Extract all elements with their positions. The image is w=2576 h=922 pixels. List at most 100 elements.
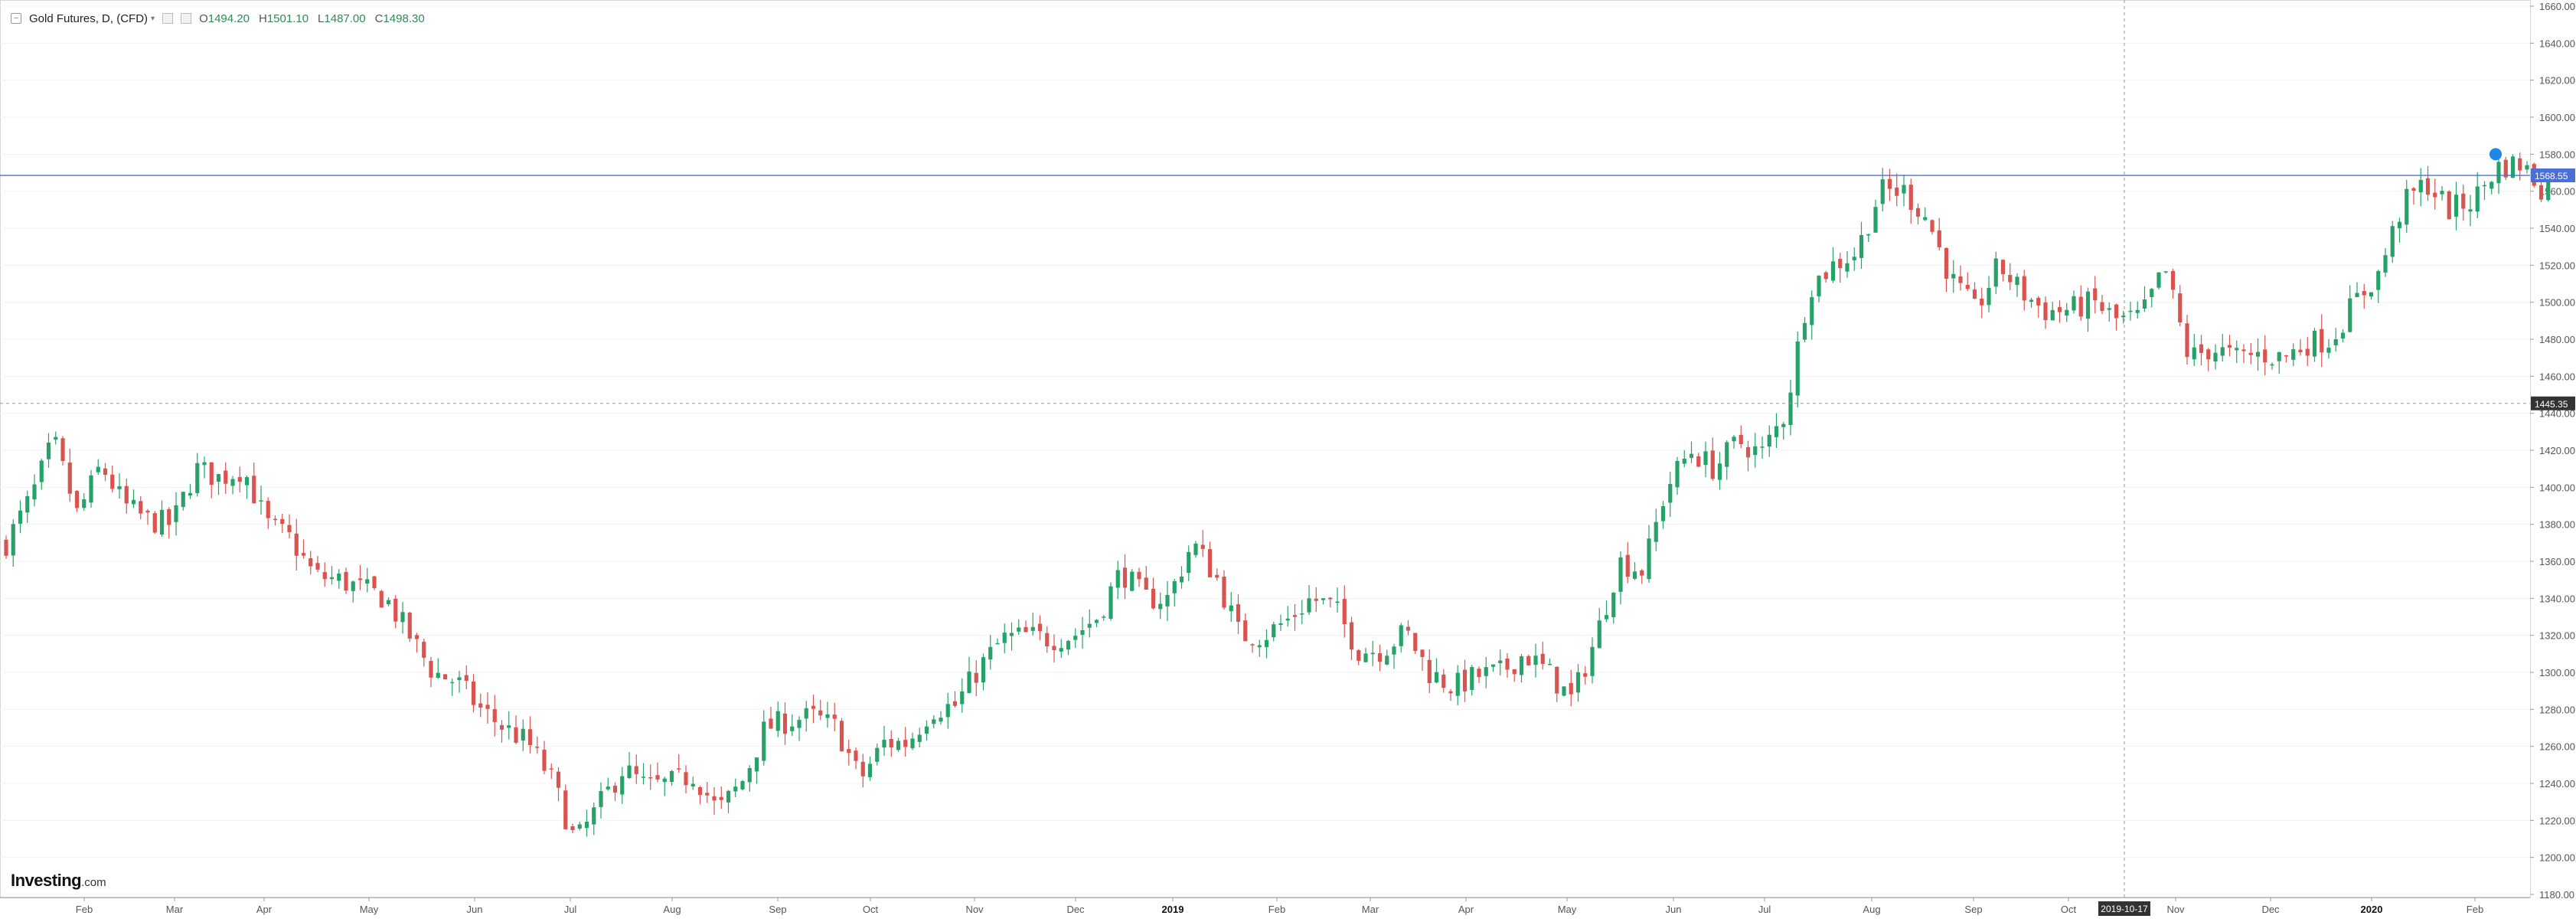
- crosshair-date-label: 2019-10-17: [2101, 904, 2148, 914]
- candle-body: [867, 763, 873, 777]
- candle-body: [1102, 616, 1106, 618]
- candle-body: [244, 477, 250, 486]
- candle-body: [620, 776, 625, 795]
- candle-body: [2192, 347, 2196, 360]
- candle-body: [2482, 185, 2487, 187]
- candle-body: [280, 518, 285, 524]
- candle-body: [599, 791, 603, 807]
- candle-body: [2411, 188, 2416, 191]
- candle-body: [1462, 669, 1468, 692]
- candle-body: [1788, 392, 1793, 425]
- candle-body: [287, 525, 292, 532]
- candle-body: [1682, 459, 1686, 464]
- candle-body: [2085, 291, 2091, 319]
- x-tick-label: 2020: [2361, 904, 2383, 915]
- candle-body: [521, 728, 525, 741]
- candle-body: [478, 703, 483, 708]
- candle-body: [726, 790, 731, 803]
- candle-body: [1080, 629, 1085, 635]
- candle-body: [1873, 207, 1878, 233]
- candle-body: [860, 761, 865, 777]
- candle-body: [641, 777, 646, 778]
- chevron-down-icon[interactable]: ▾: [151, 14, 155, 23]
- candle-body: [32, 484, 37, 500]
- y-tick-label: 1540.00: [2539, 223, 2575, 234]
- candle-body: [1377, 653, 1383, 662]
- instrument-title: Gold Futures, D, (CFD): [29, 11, 149, 25]
- candle-body: [1187, 551, 1191, 574]
- collapse-legend-icon[interactable]: –: [11, 13, 21, 24]
- candle-body: [1993, 258, 1998, 287]
- candle-body: [2008, 275, 2013, 283]
- candle-body: [556, 771, 561, 788]
- candle-body: [11, 524, 15, 556]
- candle-body: [924, 726, 929, 734]
- candle-body: [365, 579, 370, 584]
- candle-body: [2461, 193, 2466, 209]
- y-tick-label: 1660.00: [2539, 1, 2575, 12]
- candle-body: [775, 711, 780, 731]
- candle-body: [1710, 450, 1715, 479]
- candle-body: [2369, 292, 2374, 297]
- x-tick-label: May: [360, 904, 379, 915]
- candle-body: [563, 790, 568, 829]
- candle-body: [1823, 272, 1828, 280]
- candle-body: [2390, 226, 2395, 257]
- candle-body: [60, 438, 65, 462]
- candle-body: [54, 436, 58, 440]
- hide-icon[interactable]: [181, 13, 192, 24]
- candle-body: [67, 463, 72, 494]
- candle-body: [1852, 257, 1856, 260]
- candle-body: [2170, 271, 2176, 290]
- candle-body: [2355, 293, 2359, 298]
- candle-body: [514, 727, 518, 743]
- candle-body: [2163, 271, 2168, 273]
- candle-body: [1243, 620, 1248, 642]
- candle-body: [910, 738, 915, 748]
- plot-area: [0, 0, 2531, 898]
- settings-icon[interactable]: [162, 13, 174, 24]
- candle-body: [1413, 633, 1418, 651]
- candle-body: [577, 824, 582, 829]
- candle-body: [1073, 636, 1078, 640]
- candle-body: [1618, 557, 1623, 592]
- candle-body: [1859, 234, 1864, 258]
- candle-body: [584, 821, 589, 829]
- candle-body: [131, 499, 136, 505]
- candle-body: [2362, 291, 2366, 296]
- candle-body: [1647, 538, 1651, 580]
- candle-body: [2043, 302, 2048, 321]
- candle-body: [804, 708, 808, 719]
- candle-body: [2220, 347, 2225, 356]
- y-tick-label: 1380.00: [2539, 519, 2575, 531]
- candle-body: [1668, 483, 1673, 503]
- candle-body: [1455, 672, 1460, 696]
- candle-body: [2065, 309, 2069, 316]
- candle-body: [2057, 306, 2062, 312]
- candle-body: [1264, 639, 1269, 648]
- x-tick-label: Oct: [2061, 904, 2077, 915]
- candle-body: [1987, 287, 1991, 306]
- y-tick-label: 1640.00: [2539, 38, 2575, 49]
- candle-body: [1866, 234, 1871, 236]
- candle-body: [1632, 571, 1637, 579]
- candle-body: [1575, 672, 1581, 693]
- candle-body: [1335, 601, 1340, 603]
- candle-body: [697, 786, 703, 796]
- candle-body: [393, 598, 398, 622]
- candle-body: [2383, 255, 2388, 273]
- y-tick-label: 1200.00: [2539, 852, 2575, 864]
- candle-body: [1675, 460, 1680, 488]
- candle-body: [414, 635, 420, 639]
- candle-body: [542, 749, 547, 771]
- candle-body: [2248, 352, 2253, 355]
- current-price-badge: [2531, 168, 2575, 183]
- candle-body: [2156, 272, 2161, 288]
- candle-body: [1555, 666, 1559, 694]
- candle-body: [825, 714, 830, 718]
- candle-body: [995, 642, 1000, 645]
- candle-body: [939, 718, 943, 722]
- candle-body: [2185, 323, 2189, 358]
